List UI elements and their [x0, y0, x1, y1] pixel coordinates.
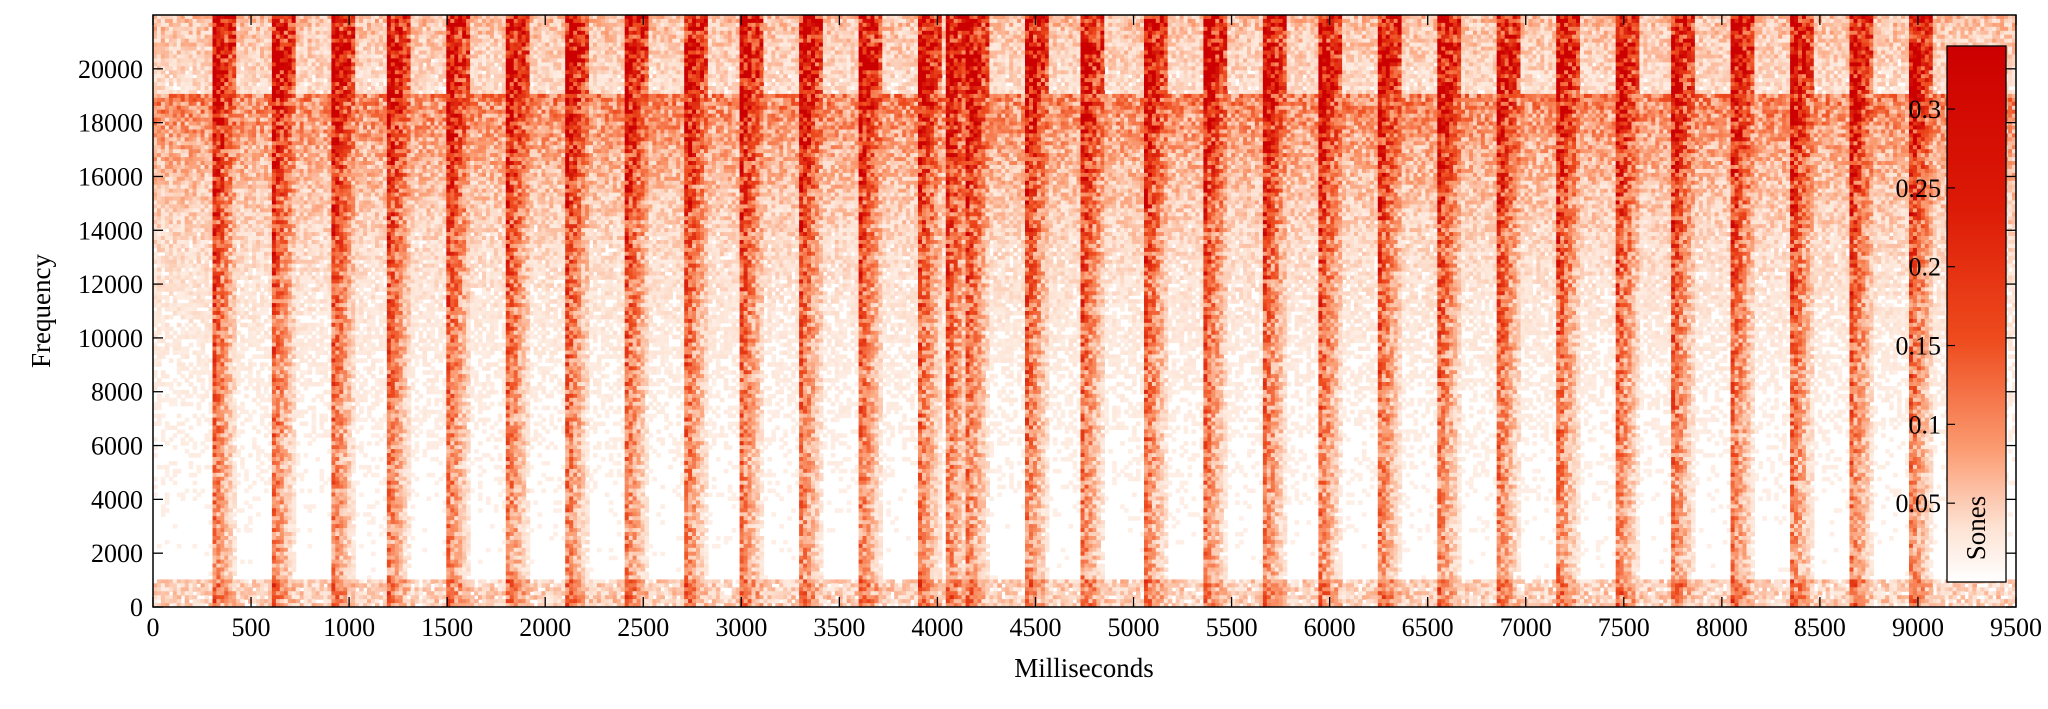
y-tick-label: 4000 [91, 485, 143, 514]
x-tick-label: 3000 [715, 613, 767, 642]
colorbar-label: Sones [1961, 496, 1991, 561]
x-tick-label: 1000 [323, 613, 375, 642]
colorbar-tick-label: 0.2 [1909, 253, 1942, 282]
x-tick-label: 2000 [519, 613, 571, 642]
y-tick-label: 0 [130, 593, 143, 622]
x-tick-label: 2500 [617, 613, 669, 642]
colorbar-tick-label: 0.3 [1909, 95, 1942, 124]
y-tick-label: 20000 [78, 55, 143, 84]
colorbar-tick-label: 0.25 [1896, 174, 1942, 203]
spectrogram-heatmap [153, 15, 2017, 608]
y-axis-label: Frequency [26, 254, 56, 368]
x-tick-label: 500 [232, 613, 271, 642]
y-tick-label: 10000 [78, 324, 143, 353]
x-tick-label: 0 [147, 613, 160, 642]
x-tick-label: 4000 [911, 613, 963, 642]
y-tick-label: 8000 [91, 378, 143, 407]
y-tick-label: 6000 [91, 432, 143, 461]
colorbar-tick-label: 0.05 [1896, 489, 1942, 518]
x-tick-label: 6500 [1402, 613, 1454, 642]
x-tick-label: 7500 [1598, 613, 1650, 642]
x-tick-label: 8000 [1696, 613, 1748, 642]
colorbar-tick-label: 0.15 [1896, 332, 1942, 361]
x-tick-label: 9500 [1990, 613, 2042, 642]
y-tick-label: 16000 [78, 162, 143, 191]
y-tick-label: 14000 [78, 216, 143, 245]
x-tick-label: 8500 [1794, 613, 1846, 642]
y-tick-label: 18000 [78, 109, 143, 138]
x-tick-label: 7000 [1500, 613, 1552, 642]
x-tick-label: 5500 [1206, 613, 1258, 642]
x-tick-label: 9000 [1892, 613, 1944, 642]
x-tick-label: 1500 [421, 613, 473, 642]
colorbar-tick-label: 0.1 [1909, 410, 1942, 439]
y-tick-label: 12000 [78, 270, 143, 299]
y-tick-label: 2000 [91, 539, 143, 568]
x-tick-label: 6000 [1304, 613, 1356, 642]
x-axis-label: Milliseconds [1014, 653, 1154, 683]
x-tick-label: 4500 [1009, 613, 1061, 642]
x-tick-label: 5000 [1108, 613, 1160, 642]
x-tick-label: 3500 [813, 613, 865, 642]
